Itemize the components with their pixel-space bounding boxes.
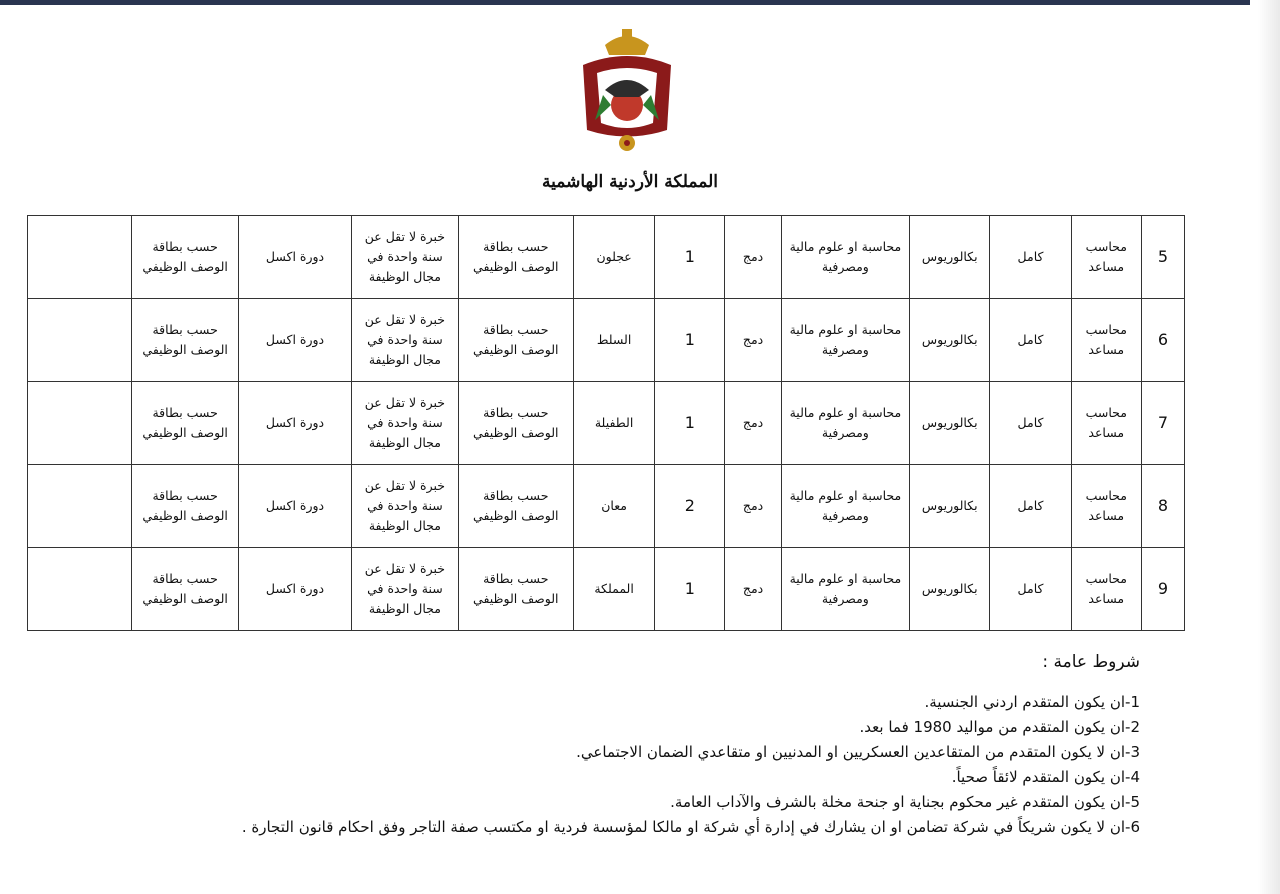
table-cell: الطفيلة: [572, 381, 656, 465]
condition-item: 4-ان يكون المتقدم لائقاً صحياً.: [951, 768, 1140, 786]
table-cell: المملكة: [572, 547, 656, 631]
table-cell: حسب بطاقة الوصف الوظيفي: [131, 381, 239, 465]
table-cell: خبرة لا تقل عن سنة واحدة في مجال الوظيفة: [351, 298, 459, 382]
table-cell: محاسب مساعد: [1070, 464, 1142, 548]
table-cell: دمج: [724, 547, 782, 631]
table-cell: محاسب مساعد: [1070, 381, 1142, 465]
table-cell: 1: [654, 381, 726, 465]
table-cell: السلط: [572, 298, 656, 382]
table-row: 7 محاسب مساعد كامل بكالوريوس محاسبة او علوم …: [26, 381, 1186, 465]
table-row: 6 محاسب مساعد كامل بكالوريوس محاسبة او علوم …: [26, 298, 1186, 382]
table-cell: محاسب مساعد: [1070, 298, 1142, 382]
table-row: 5 محاسب مساعد كامل بكالوريوس محاسبة او علوم …: [26, 215, 1186, 299]
empty-cell: [26, 547, 133, 631]
empty-cell: [26, 298, 133, 382]
condition-item: 6-ان لا يكون شريكاً في شركة تضامن او ان …: [241, 818, 1140, 836]
table-cell: حسب بطاقة الوصف الوظيفي: [457, 547, 574, 631]
table-cell: كامل: [989, 381, 1072, 465]
table-cell: محاسب مساعد: [1070, 215, 1142, 299]
table-cell: محاسبة او علوم مالية ومصرفية: [780, 547, 911, 631]
page-edge: [1258, 0, 1280, 894]
table-cell: حسب بطاقة الوصف الوظيفي: [131, 298, 239, 382]
table-cell: بكالوريوس: [909, 298, 991, 382]
table-cell: عجلون: [572, 215, 656, 299]
table-cell: حسب بطاقة الوصف الوظيفي: [457, 381, 574, 465]
table-cell: دمج: [724, 464, 782, 548]
condition-item: 2-ان يكون المتقدم من مواليد 1980 فما بعد…: [859, 718, 1140, 736]
table-cell: حسب بطاقة الوصف الوظيفي: [131, 464, 239, 548]
conditions: شروط عامة : 1-ان يكون المتقدم اردني الجن…: [140, 652, 1140, 840]
empty-cell: [26, 464, 133, 548]
table-cell: 1: [654, 215, 726, 299]
table-cell: 9: [1140, 547, 1186, 631]
table-cell: محاسبة او علوم مالية ومصرفية: [780, 298, 911, 382]
empty-cell: [26, 215, 133, 299]
table-cell: محاسبة او علوم مالية ومصرفية: [780, 381, 911, 465]
condition-item: 3-ان لا يكون المتقدم من المتقاعدين العسك…: [576, 743, 1140, 761]
table-cell: حسب بطاقة الوصف الوظيفي: [131, 215, 239, 299]
table-cell: 7: [1140, 381, 1186, 465]
table-cell: دورة اكسل: [237, 464, 353, 548]
table-cell: محاسبة او علوم مالية ومصرفية: [780, 464, 911, 548]
empty-cell: [26, 381, 133, 465]
table-cell: 6: [1140, 298, 1186, 382]
table-cell: محاسب مساعد: [1070, 547, 1142, 631]
condition-item: 5-ان يكون المتقدم غير محكوم بجناية او جن…: [670, 793, 1140, 811]
table-cell: كامل: [989, 215, 1072, 299]
jobs-table: 5 محاسب مساعد كامل بكالوريوس محاسبة او علوم …: [26, 215, 1186, 631]
table-cell: دمج: [724, 215, 782, 299]
table-cell: كامل: [989, 464, 1072, 548]
table-cell: محاسبة او علوم مالية ومصرفية: [780, 215, 911, 299]
table-cell: حسب بطاقة الوصف الوظيفي: [457, 215, 574, 299]
table-cell: كامل: [989, 547, 1072, 631]
table-cell: بكالوريوس: [909, 215, 991, 299]
table-cell: كامل: [989, 298, 1072, 382]
table-cell: خبرة لا تقل عن سنة واحدة في مجال الوظيفة: [351, 464, 459, 548]
table-cell: 1: [654, 298, 726, 382]
table-cell: بكالوريوس: [909, 381, 991, 465]
condition-item: 1-ان يكون المتقدم اردني الجنسية.: [924, 693, 1140, 711]
table-cell: دمج: [724, 381, 782, 465]
table-cell: معان: [572, 464, 656, 548]
scan-border: [0, 0, 1250, 5]
table-cell: حسب بطاقة الوصف الوظيفي: [457, 464, 574, 548]
table-cell: دورة اكسل: [237, 215, 353, 299]
table-cell: 2: [654, 464, 726, 548]
table-cell: دمج: [724, 298, 782, 382]
table-cell: دورة اكسل: [237, 298, 353, 382]
table-cell: خبرة لا تقل عن سنة واحدة في مجال الوظيفة: [351, 547, 459, 631]
table-cell: بكالوريوس: [909, 547, 991, 631]
table-cell: 8: [1140, 464, 1186, 548]
table-row: 9 محاسب مساعد كامل بكالوريوس محاسبة او علوم …: [26, 547, 1186, 631]
table-cell: 5: [1140, 215, 1186, 299]
table-cell: حسب بطاقة الوصف الوظيفي: [131, 547, 239, 631]
conditions-title: شروط عامة :: [1042, 652, 1140, 672]
table-cell: حسب بطاقة الوصف الوظيفي: [457, 298, 574, 382]
table-cell: خبرة لا تقل عن سنة واحدة في مجال الوظيفة: [351, 215, 459, 299]
table-row: 8 محاسب مساعد كامل بكالوريوس محاسبة او علوم …: [26, 464, 1186, 548]
table-cell: خبرة لا تقل عن سنة واحدة في مجال الوظيفة: [351, 381, 459, 465]
emblem: [583, 29, 671, 151]
table-cell: دورة اكسل: [237, 381, 353, 465]
table-cell: 1: [654, 547, 726, 631]
table-cell: بكالوريوس: [909, 464, 991, 548]
header-title: المملكة الأردنية الهاشمية: [542, 172, 718, 192]
table-cell: دورة اكسل: [237, 547, 353, 631]
